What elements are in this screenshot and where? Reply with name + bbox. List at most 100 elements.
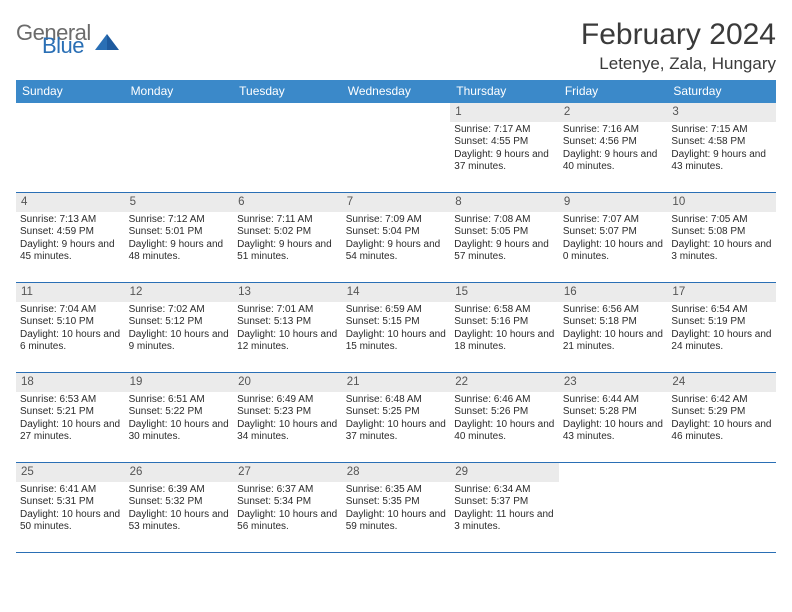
day-number: 23 [564,376,577,388]
weekday-label: Saturday [667,80,776,103]
daynum-bar: 3 [667,103,776,122]
daynum-bar: 6 [233,193,342,212]
day-number: 12 [130,286,143,298]
sunset-text: Sunset: 5:31 PM [20,496,121,509]
empty-cell [16,103,125,193]
day-cell: 2Sunrise: 7:16 AMSunset: 4:56 PMDaylight… [559,103,668,193]
day-cell: 18Sunrise: 6:53 AMSunset: 5:21 PMDayligh… [16,373,125,463]
day-number: 25 [21,466,34,478]
sunrise-text: Sunrise: 6:49 AM [237,394,338,407]
sunrise-text: Sunrise: 6:58 AM [454,304,555,317]
day-cell: 15Sunrise: 6:58 AMSunset: 5:16 PMDayligh… [450,283,559,373]
sunrise-text: Sunrise: 7:09 AM [346,214,447,227]
sunrise-text: Sunrise: 6:48 AM [346,394,447,407]
day-number: 2 [564,106,570,118]
sunset-text: Sunset: 4:55 PM [454,136,555,149]
sunrise-text: Sunrise: 7:02 AM [129,304,230,317]
sunrise-text: Sunrise: 7:15 AM [671,124,772,137]
daynum-bar: 12 [125,283,234,302]
daynum-bar: 10 [667,193,776,212]
day-number: 10 [672,196,685,208]
day-number: 16 [564,286,577,298]
daylight-text: Daylight: 10 hours and 3 minutes. [671,239,772,264]
daynum-bar: 5 [125,193,234,212]
day-number: 19 [130,376,143,388]
weekday-label: Sunday [16,80,125,103]
daylight-text: Daylight: 10 hours and 34 minutes. [237,419,338,444]
sunrise-text: Sunrise: 7:07 AM [563,214,664,227]
daynum-bar: 19 [125,373,234,392]
sunset-text: Sunset: 5:05 PM [454,226,555,239]
daylight-text: Daylight: 10 hours and 21 minutes. [563,329,664,354]
sunset-text: Sunset: 5:07 PM [563,226,664,239]
sunset-text: Sunset: 5:28 PM [563,406,664,419]
daylight-text: Daylight: 10 hours and 53 minutes. [129,509,230,534]
daylight-text: Daylight: 10 hours and 46 minutes. [671,419,772,444]
sunset-text: Sunset: 5:04 PM [346,226,447,239]
location-text: Letenye, Zala, Hungary [581,54,776,74]
day-number: 4 [21,196,27,208]
sunrise-text: Sunrise: 7:17 AM [454,124,555,137]
sunset-text: Sunset: 5:18 PM [563,316,664,329]
sunrise-text: Sunrise: 7:11 AM [237,214,338,227]
daylight-text: Daylight: 10 hours and 18 minutes. [454,329,555,354]
day-number: 6 [238,196,244,208]
sunrise-text: Sunrise: 7:12 AM [129,214,230,227]
day-number: 24 [672,376,685,388]
sunrise-text: Sunrise: 6:35 AM [346,484,447,497]
sunset-text: Sunset: 5:15 PM [346,316,447,329]
daynum-bar: 25 [16,463,125,482]
sunrise-text: Sunrise: 6:54 AM [671,304,772,317]
sunset-text: Sunset: 5:19 PM [671,316,772,329]
daynum-bar: 28 [342,463,451,482]
weekday-label: Thursday [450,80,559,103]
sunset-text: Sunset: 5:13 PM [237,316,338,329]
daylight-text: Daylight: 9 hours and 37 minutes. [454,149,555,174]
daynum-bar: 2 [559,103,668,122]
sunrise-text: Sunrise: 6:37 AM [237,484,338,497]
day-number: 14 [347,286,360,298]
daylight-text: Daylight: 10 hours and 40 minutes. [454,419,555,444]
empty-cell [667,463,776,553]
sunset-text: Sunset: 4:58 PM [671,136,772,149]
day-number: 20 [238,376,251,388]
daylight-text: Daylight: 10 hours and 6 minutes. [20,329,121,354]
daynum-bar: 7 [342,193,451,212]
sunrise-text: Sunrise: 7:01 AM [237,304,338,317]
sunset-text: Sunset: 5:10 PM [20,316,121,329]
day-cell: 20 Sunrise: 6:49 AMSunset: 5:23 PMDayligh… [233,373,342,463]
weekday-label: Friday [559,80,668,103]
weekday-label: Wednesday [342,80,451,103]
day-number: 1 [455,106,461,118]
empty-cell [125,103,234,193]
day-cell: 13Sunrise: 7:01 AMSunset: 5:13 PMDayligh… [233,283,342,373]
sunrise-text: Sunrise: 7:04 AM [20,304,121,317]
sunset-text: Sunset: 5:12 PM [129,316,230,329]
day-cell: 29Sunrise: 6:34 AMSunset: 5:37 PMDayligh… [450,463,559,553]
sunrise-text: Sunrise: 6:56 AM [563,304,664,317]
daylight-text: Daylight: 11 hours and 3 minutes. [454,509,555,534]
daylight-text: Daylight: 9 hours and 54 minutes. [346,239,447,264]
daynum-bar: 11 [16,283,125,302]
daylight-text: Daylight: 9 hours and 40 minutes. [563,149,664,174]
day-cell: 10Sunrise: 7:05 AMSunset: 5:08 PMDayligh… [667,193,776,283]
daylight-text: Daylight: 10 hours and 24 minutes. [671,329,772,354]
sunset-text: Sunset: 5:23 PM [237,406,338,419]
empty-cell [342,103,451,193]
day-cell: 22Sunrise: 6:46 AMSunset: 5:26 PMDayligh… [450,373,559,463]
sunset-text: Sunset: 4:56 PM [563,136,664,149]
day-number: 7 [347,196,353,208]
sunrise-text: Sunrise: 6:51 AM [129,394,230,407]
day-number: 5 [130,196,136,208]
day-number: 18 [21,376,34,388]
daynum-bar: 9 [559,193,668,212]
sunset-text: Sunset: 5:29 PM [671,406,772,419]
daynum-bar: 13 [233,283,342,302]
empty-cell [233,103,342,193]
day-number: 17 [672,286,685,298]
daynum-bar: 17 [667,283,776,302]
day-cell: 27Sunrise: 6:37 AMSunset: 5:34 PMDayligh… [233,463,342,553]
sunrise-text: Sunrise: 6:44 AM [563,394,664,407]
sunrise-text: Sunrise: 6:59 AM [346,304,447,317]
day-cell: 11 Sunrise: 7:04 AMSunset: 5:10 PMDayligh… [16,283,125,373]
